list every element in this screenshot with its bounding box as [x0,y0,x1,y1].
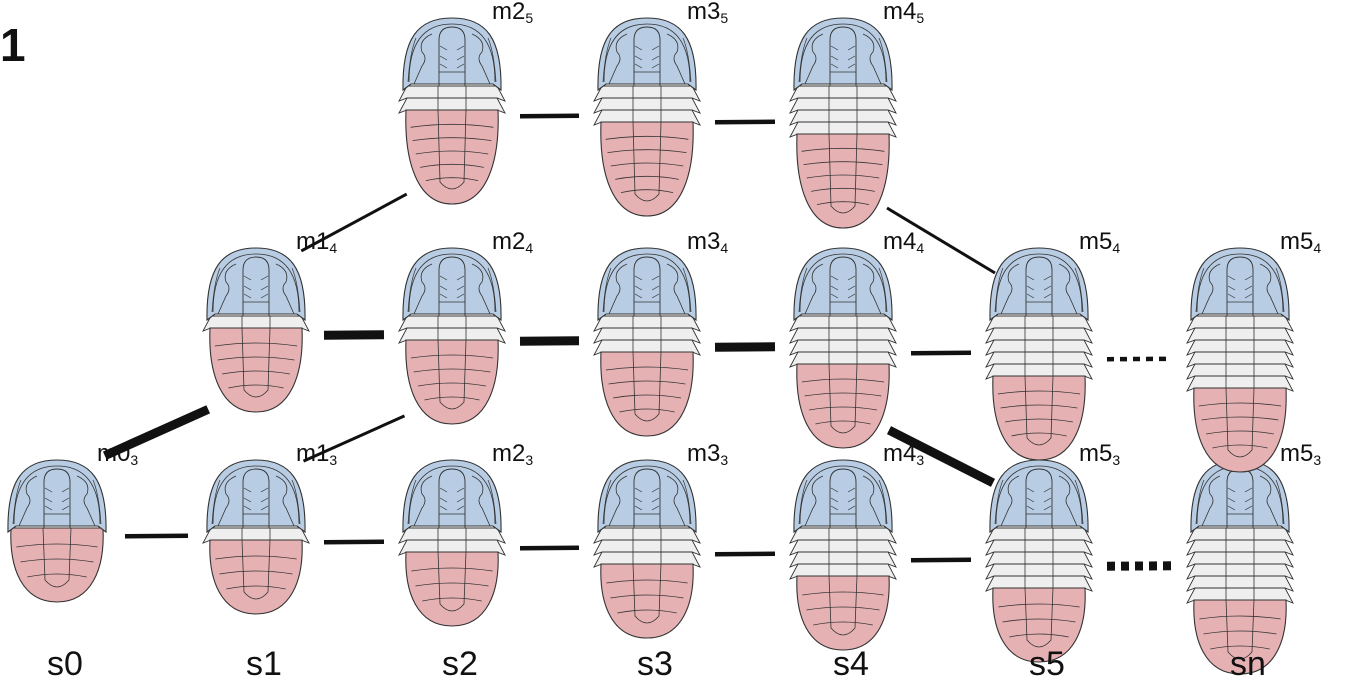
specimen-label-m3_4: m34 [687,228,728,256]
specimen-label-m2_4: m24 [492,228,533,256]
stage-label-sn: sn [1230,645,1266,683]
trilobite-m1_4 [202,247,310,413]
specimen-label-m2_5: m25 [492,0,533,26]
connector-m3_4-m4_4 [714,342,776,352]
connector-m1_4-m2_4 [323,330,385,340]
specimen-label-subscript: 4 [1313,240,1322,256]
specimen-label-m3_3: m33 [687,440,728,468]
connector-m0_3-m1_4 [102,405,211,460]
trilobite-m4_4 [789,247,897,449]
specimen-label-mn_3: m53 [1280,440,1321,468]
trilobite-m3_4 [593,247,701,437]
trilobite-m3_3 [593,459,701,639]
connector-m0_3-m1_3 [124,533,189,539]
specimen-label-subscript: 5 [525,10,534,26]
specimen-label-subscript: 4 [916,240,925,256]
specimen-label-name: m3 [687,440,721,467]
stage-label-s0: s0 [47,645,83,683]
trilobite-m4_3 [789,459,897,651]
specimen-label-name: m2 [492,228,526,255]
connector-m2_4-m3_4 [519,336,580,346]
specimen-layer [7,17,1294,675]
connector-m3_5-m4_5 [714,119,776,125]
trilobite-m5_4 [985,247,1093,461]
specimen-label-name: m3 [687,228,721,255]
specimen-label-m4_4: m44 [883,228,924,256]
specimen-label-subscript: 4 [720,240,729,256]
connector-m2_5-m3_5 [519,113,580,119]
trilobite-mn_4 [1186,247,1294,473]
specimen-label-subscript: 5 [916,10,925,26]
specimen-label-name: m5 [1280,228,1314,255]
specimen-label-m1_4: m14 [296,228,337,256]
trilobite-m2_4 [398,247,506,425]
specimen-label-mn_4: m54 [1280,228,1321,256]
trilobite-m0_3 [7,459,107,603]
connector-m4_5-m5_4 [886,206,996,275]
connector-m4_4-m5_4 [910,350,972,356]
specimen-label-name: m0 [97,440,131,467]
specimen-label-name: m1 [296,440,330,467]
stage-label-s2: s2 [442,645,478,683]
connector-layer [102,113,1173,571]
specimen-label-m4_5: m45 [883,0,924,26]
connector-m4_3-m5_3 [910,557,972,563]
stage-label-s3: s3 [637,645,673,683]
specimen-label-name: m5 [1079,440,1113,467]
specimen-label-name: m2 [492,0,526,25]
specimen-label-name: m4 [883,0,917,25]
connector-m4_4-m5_3 [886,426,996,487]
specimen-label-name: m5 [1280,440,1314,467]
specimen-label-name: m1 [296,228,330,255]
trilobite-m1_3 [202,459,310,615]
specimen-label-m0_3: m03 [97,440,138,468]
specimen-label-name: m3 [687,0,721,25]
specimen-label-subscript: 4 [525,240,534,256]
specimen-label-subscript: 5 [720,10,729,26]
stage-label-s1: s1 [246,645,282,683]
connector-m1_4-m2_5 [300,192,408,253]
trilobite-m4_5 [789,17,897,229]
specimen-label-subscript: 3 [1313,452,1322,468]
specimen-label-subscript: 3 [525,452,534,468]
specimen-label-name: m2 [492,440,526,467]
specimen-label-name: m4 [883,228,917,255]
trilobite-m3_5 [593,17,701,217]
specimen-label-m3_5: m35 [687,0,728,26]
specimen-label-subscript: 3 [329,452,338,468]
specimen-label-subscript: 3 [720,452,729,468]
specimen-label-m5_4: m54 [1079,228,1120,256]
specimen-label-name: m4 [883,440,917,467]
specimen-label-subscript: 4 [1112,240,1121,256]
connector-m1_3-m2_4 [302,414,406,463]
panel-label: 1 [0,19,26,71]
specimen-label-m5_3: m53 [1079,440,1120,468]
specimen-label-name: m5 [1079,228,1113,255]
trilobite-m2_3 [398,459,506,627]
connector-m3_3-m4_3 [714,551,776,557]
specimen-label-subscript: 3 [1112,452,1121,468]
stage-label-s4: s4 [833,645,869,683]
specimen-label-subscript: 3 [130,452,139,468]
trilobite-m5_3 [985,459,1093,663]
trilobite-mn_3 [1186,459,1294,675]
connector-m2_3-m3_3 [519,545,580,551]
trilobite-m2_5 [398,17,506,205]
specimen-label-subscript: 4 [329,240,338,256]
specimen-label-m4_3: m43 [883,440,924,468]
connector-m1_3-m2_3 [323,539,385,545]
specimen-label-subscript: 3 [916,452,925,468]
stage-label-s5: s5 [1029,645,1065,683]
specimen-label-m2_3: m23 [492,440,533,468]
specimen-label-m1_3: m13 [296,440,337,468]
